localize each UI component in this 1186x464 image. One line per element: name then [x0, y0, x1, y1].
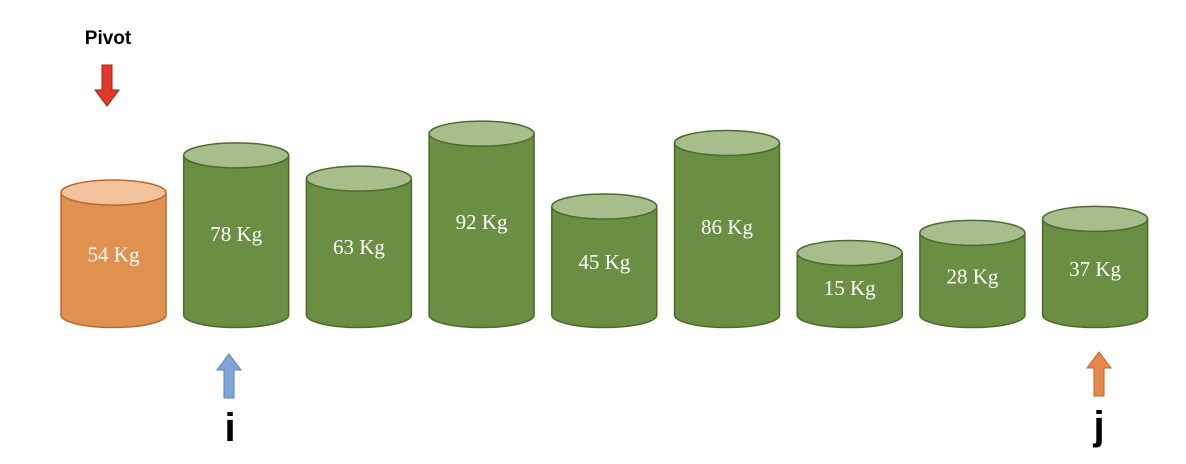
pivot-marker: Pivot — [85, 28, 132, 107]
j-pointer-marker: j — [1086, 351, 1112, 448]
i-pointer-label: i — [224, 406, 235, 450]
cylinder-sides — [551, 206, 658, 315]
cylinder-top — [60, 179, 167, 206]
cylinder-sides — [305, 178, 413, 315]
j-arrow-up-icon — [1086, 351, 1112, 397]
i-pointer-marker: i — [216, 353, 242, 450]
cylinder-body — [674, 142, 780, 315]
cylinder-sides — [428, 133, 535, 315]
cylinder-body — [306, 178, 412, 315]
pivot-arrow-down-icon — [94, 64, 120, 107]
cylinder-sides — [60, 192, 167, 315]
weight-label: 28 Kg — [946, 265, 998, 289]
weight-label: 15 Kg — [824, 276, 876, 300]
cylinder-sides — [673, 142, 781, 315]
cylinder-body — [551, 206, 657, 315]
weight-label: 92 Kg — [456, 210, 508, 234]
weight-label: 78 Kg — [210, 222, 262, 246]
pivot-cylinder: 54 Kg — [60, 179, 167, 329]
cylinder-top — [428, 120, 535, 147]
cylinder-top — [305, 165, 413, 192]
weight-label: 63 Kg — [333, 235, 385, 259]
cylinder-top — [551, 193, 658, 220]
cylinder-top — [919, 219, 1026, 247]
cylinder-sides — [919, 232, 1026, 315]
weight-label: 54 Kg — [88, 243, 140, 267]
cylinder-body — [61, 192, 166, 315]
cylinder-top — [673, 129, 781, 157]
j-pointer-label: j — [1092, 404, 1104, 448]
cylinder-top — [1041, 205, 1149, 233]
cylinder-sides — [796, 253, 903, 315]
weight-cylinder: 92 Kg — [428, 120, 535, 329]
cylinder-body — [1042, 218, 1148, 315]
weight-cylinder: 78 Kg — [182, 142, 290, 329]
cylinder-body — [919, 232, 1025, 315]
weight-cylinder: 63 Kg — [305, 165, 413, 329]
weight-label: 45 Kg — [578, 250, 630, 274]
weight-cylinder: 15 Kg — [796, 239, 903, 329]
cylinder-body — [183, 155, 289, 315]
weight-label: 86 Kg — [701, 215, 753, 239]
weight-cylinder: 28 Kg — [919, 219, 1026, 329]
weight-cylinder: 86 Kg — [673, 129, 781, 329]
cylinder-top — [182, 142, 290, 169]
cylinder-top — [796, 239, 903, 267]
cylinder-sides — [1041, 218, 1149, 315]
weight-cylinder: 37 Kg — [1041, 205, 1149, 329]
cylinder-sides — [182, 155, 290, 315]
cylinder-body — [429, 133, 535, 315]
weight-cylinder: 45 Kg — [551, 193, 658, 329]
i-arrow-up-icon — [216, 353, 242, 399]
weight-label: 37 Kg — [1069, 257, 1121, 281]
cylinder-row: 54 Kg 78 Kg 63 Kg 92 Kg 45 Kg 86 Kg 15 Kg 28 Kg… — [60, 120, 1149, 329]
pivot-label: Pivot — [85, 28, 132, 49]
